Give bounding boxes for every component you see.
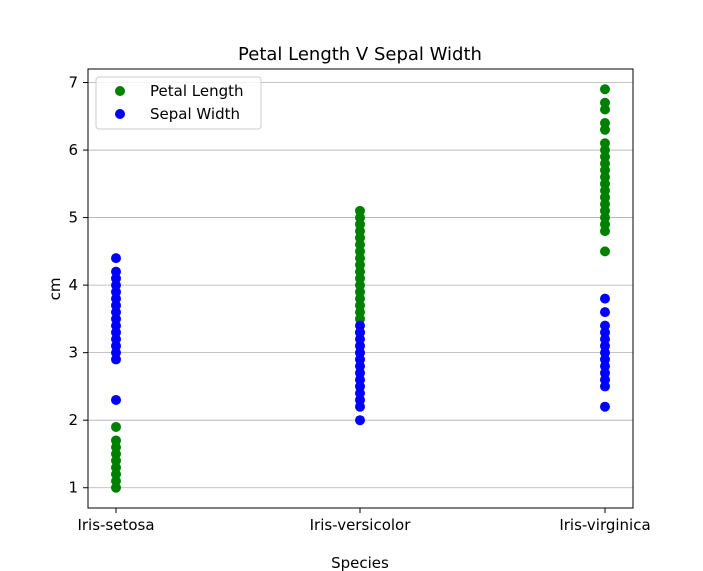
data-point <box>600 118 610 129</box>
data-point <box>600 97 610 108</box>
y-tick-label: 6 <box>68 141 78 159</box>
series-sepal-width <box>111 253 610 426</box>
legend-marker <box>115 109 125 119</box>
legend-frame <box>95 76 262 130</box>
data-point <box>111 394 121 405</box>
y-tick-label: 5 <box>68 209 78 227</box>
data-point <box>600 320 610 331</box>
x-tick-label: Iris-setosa <box>77 516 154 534</box>
data-point <box>355 415 365 426</box>
data-point <box>600 293 610 304</box>
data-point <box>600 246 610 257</box>
data-point <box>111 435 121 446</box>
y-axis-label: cm <box>46 278 64 301</box>
data-point <box>111 253 121 264</box>
data-point <box>111 421 121 432</box>
y-tick-label: 2 <box>68 411 78 429</box>
x-tick-label: Iris-versicolor <box>310 516 412 534</box>
data-point <box>600 401 610 412</box>
chart-title: Petal Length V Sepal Width <box>238 44 482 65</box>
data-point <box>600 84 610 95</box>
legend-label: Sepal Width <box>150 105 240 123</box>
legend-marker <box>115 86 125 96</box>
legend: Petal Length Sepal Width <box>95 76 262 130</box>
series-petal-length <box>111 84 610 493</box>
legend-label: Petal Length <box>150 82 244 100</box>
data-point <box>600 138 610 149</box>
x-tick-label: Iris-virginica <box>559 516 650 534</box>
y-tick-label: 1 <box>68 479 78 497</box>
y-tick-label: 7 <box>68 74 78 92</box>
y-axis: 1 2 3 4 5 6 7 <box>68 74 88 497</box>
data-points <box>111 84 610 493</box>
x-axis: Iris-setosa Iris-versicolor Iris-virginica <box>77 508 651 534</box>
x-axis-label: Species <box>331 554 389 571</box>
data-point <box>600 307 610 318</box>
y-tick-label: 3 <box>68 344 78 362</box>
data-point <box>355 320 365 331</box>
data-point <box>111 266 121 277</box>
data-point <box>355 205 365 216</box>
y-tick-label: 4 <box>68 276 78 294</box>
